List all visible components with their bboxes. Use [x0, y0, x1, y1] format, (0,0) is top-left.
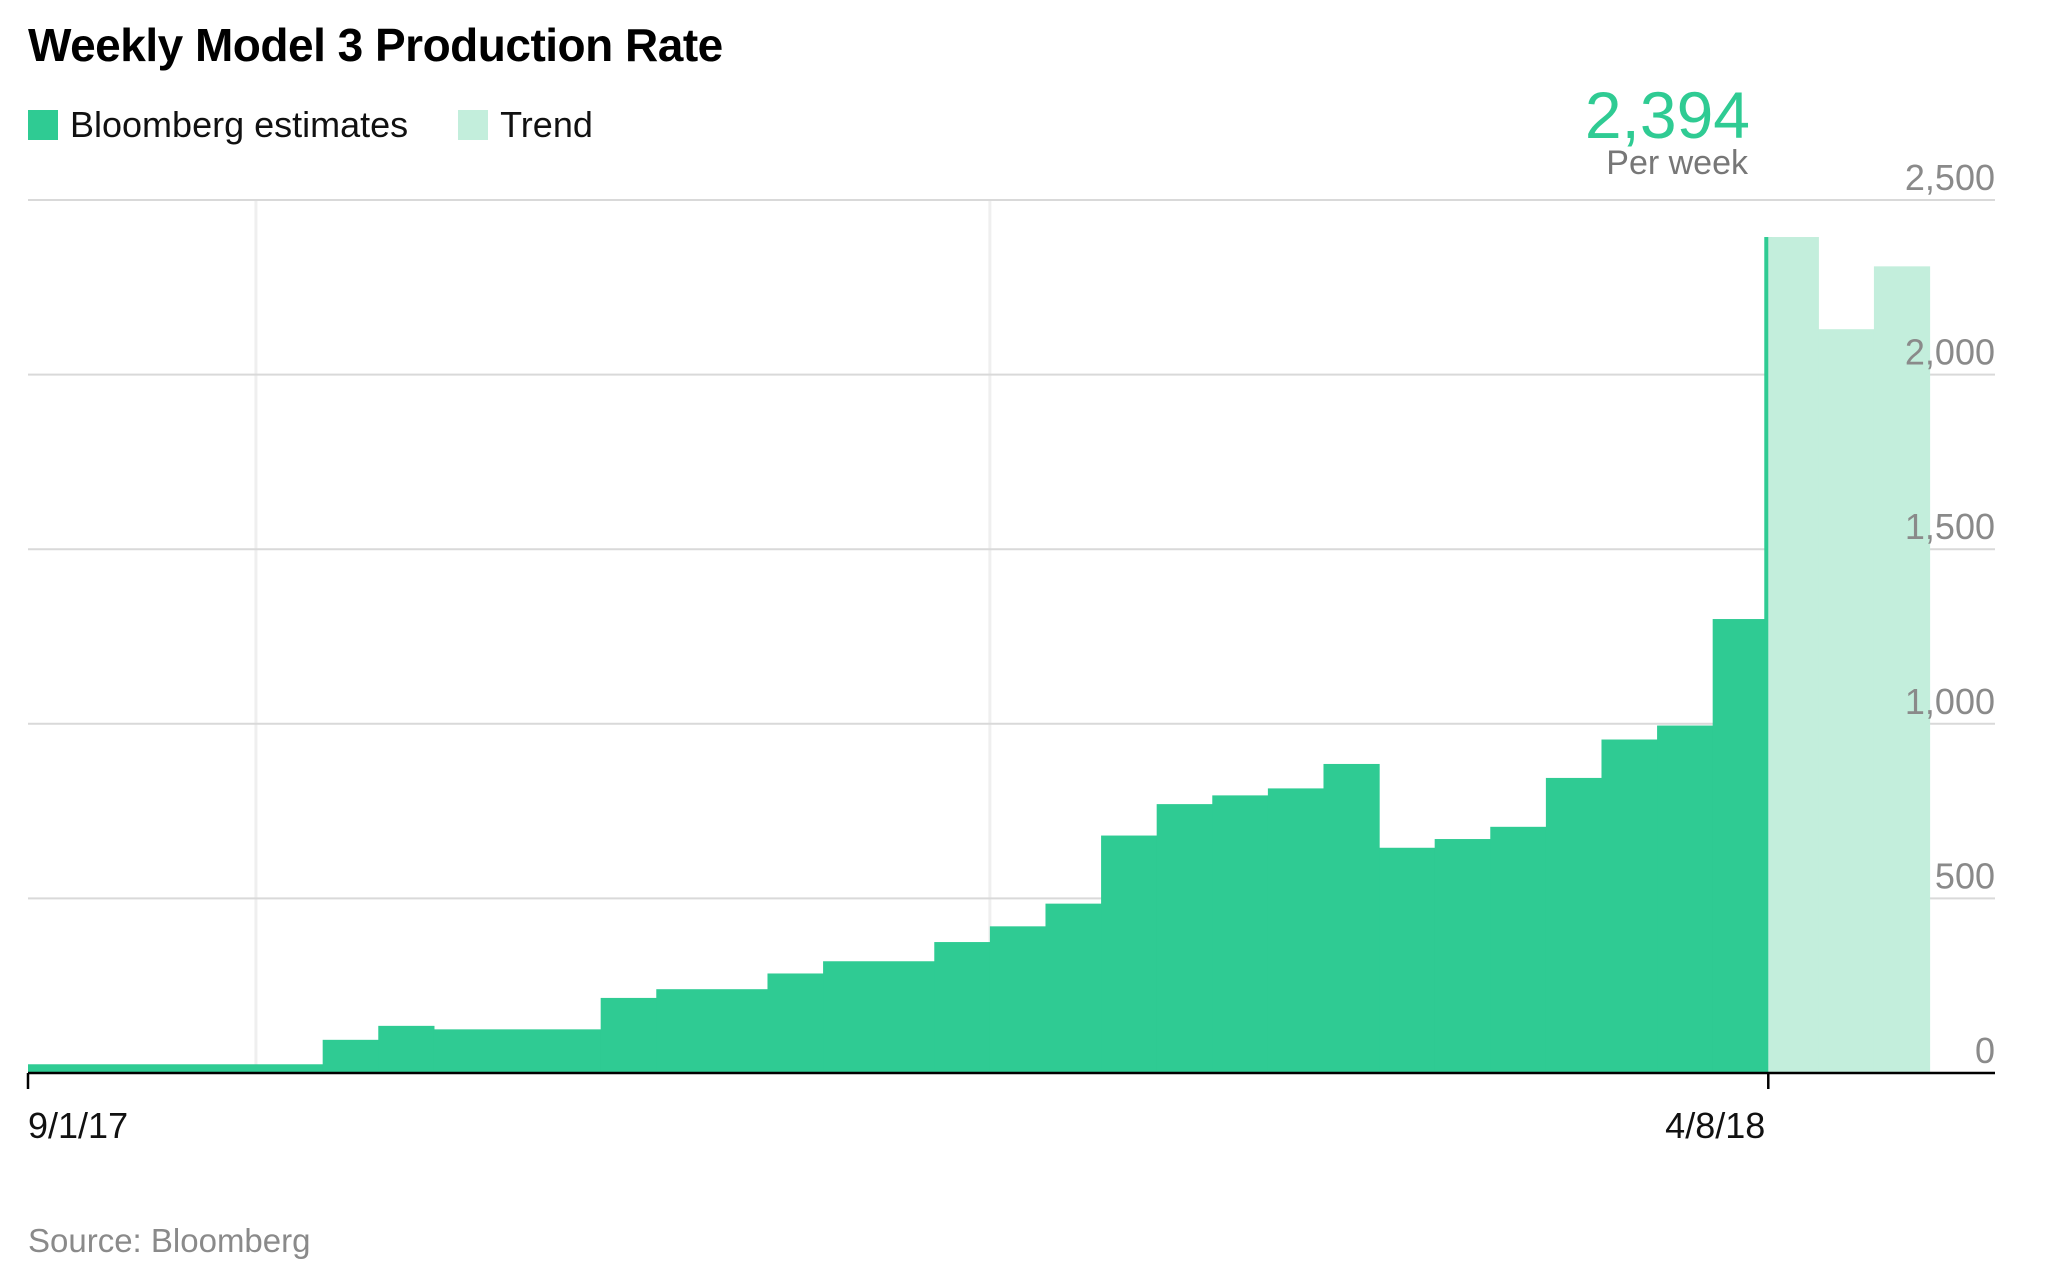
chart-title: Weekly Model 3 Production Rate — [28, 19, 723, 71]
annotation-value: 2,394 — [1584, 78, 1750, 152]
trend-bar-1 — [1818, 329, 1875, 1074]
estimate-bar-6 — [767, 973, 824, 1073]
estimate-bar-19 — [1545, 777, 1603, 1073]
estimate-bar-5 — [656, 989, 769, 1073]
estimate-bar-9 — [989, 926, 1047, 1073]
y-tick-label-500: 500 — [1935, 855, 1995, 896]
estimate-bar-12 — [1156, 804, 1213, 1073]
estimate-bar-10 — [1045, 903, 1102, 1073]
estimate-bar-8 — [934, 942, 991, 1073]
legend: Bloomberg estimates Trend — [28, 104, 643, 146]
estimate-bar-4 — [600, 997, 657, 1073]
x-tick-label-0: 9/1/17 — [28, 1105, 128, 1146]
legend-label-estimates: Bloomberg estimates — [70, 104, 409, 145]
estimate-bar-7 — [823, 961, 935, 1073]
legend-item-trend: Trend — [458, 104, 593, 146]
estimate-bar-0 — [28, 1064, 324, 1073]
legend-label-trend: Trend — [500, 104, 593, 145]
legend-swatch-estimates — [28, 110, 58, 140]
trend-bar-2 — [1873, 266, 1931, 1073]
estimate-bar-13 — [1212, 795, 1269, 1073]
estimate-bar-21 — [1657, 725, 1714, 1073]
y-tick-label-2500: 2,500 — [1905, 157, 1995, 198]
y-tick-label-2000: 2,000 — [1905, 332, 1995, 373]
annotation-unit: Per week — [1606, 144, 1748, 182]
estimate-bar-15 — [1323, 763, 1380, 1073]
estimate-bar-3 — [433, 1029, 602, 1073]
estimate-bar-14 — [1267, 788, 1325, 1073]
estimate-bar-2 — [378, 1025, 435, 1073]
estimate-bar-1 — [322, 1039, 379, 1073]
estimate-bar-22 — [1712, 619, 1769, 1073]
trend-bar-0 — [1768, 237, 1819, 1073]
legend-swatch-trend — [458, 110, 489, 140]
y-tick-label-1500: 1,500 — [1905, 506, 1995, 547]
x-tick-label-1: 4/8/18 — [1665, 1105, 1765, 1146]
estimate-bar-20 — [1601, 739, 1658, 1073]
estimate-bar-17 — [1434, 839, 1491, 1073]
estimate-bar-11 — [1101, 835, 1158, 1073]
y-tick-label-1000: 1,000 — [1905, 681, 1995, 722]
estimate-bar-16 — [1379, 847, 1436, 1073]
source-note: Source: Bloomberg — [28, 1222, 311, 1259]
legend-item-estimates: Bloomberg estimates — [28, 104, 408, 146]
estimate-bar-18 — [1490, 826, 1547, 1073]
y-tick-label-0: 0 — [1975, 1030, 1995, 1071]
